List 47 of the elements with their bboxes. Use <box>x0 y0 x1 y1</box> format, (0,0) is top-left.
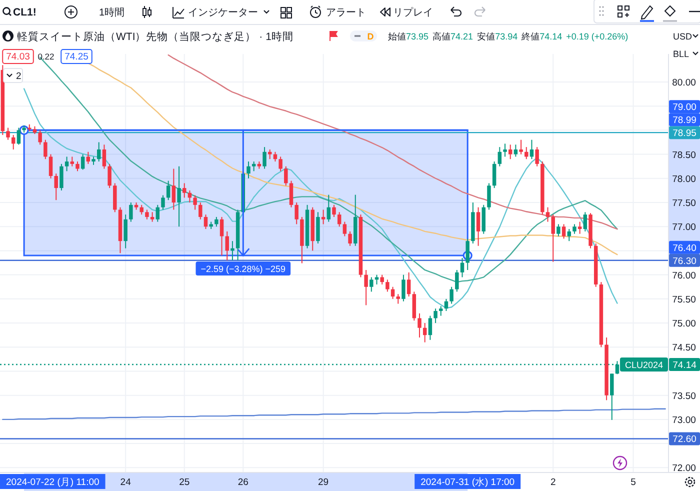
x-tick-label: 29 <box>318 477 329 488</box>
text: 78.99 <box>672 115 696 126</box>
annotation: 2 <box>16 71 22 82</box>
annotation: CLU2024 <box>624 360 663 370</box>
y-tick-label: 73.00 <box>672 414 696 426</box>
y-tick-label: 75.50 <box>672 294 696 306</box>
text: 終値74.14 <box>520 32 562 42</box>
ref-line-label: 72.60 <box>672 434 696 446</box>
x-tick-label: 25 <box>179 477 190 488</box>
text: USD <box>673 32 692 42</box>
x-tick-label: 26 <box>238 477 248 488</box>
text: CL1! <box>13 6 36 18</box>
y-tick-label: 76.00 <box>672 270 696 282</box>
annotation: 74.03 <box>6 52 30 62</box>
text: 始値73.95 <box>388 32 429 42</box>
text: インジケーター <box>188 8 258 18</box>
text: 高値74.21 <box>432 32 474 42</box>
y-tick-label: 74.50 <box>672 342 696 354</box>
ref-line-label: 74.14 <box>672 360 696 371</box>
annotation: 74.25 <box>64 52 88 62</box>
ref-line-label: 78.95 <box>672 128 696 140</box>
y-tick-label: 80.00 <box>672 77 696 88</box>
text: BLL <box>673 49 690 59</box>
y-tick-label: 77.50 <box>672 198 696 209</box>
x-tick-label: 24 <box>120 477 131 488</box>
text: リプレイ <box>393 6 433 18</box>
text: アラート <box>326 8 366 18</box>
y-tick-label: 77.00 <box>672 222 696 234</box>
ref-line-label: 76.30 <box>672 256 696 267</box>
y-tick-label: 78.00 <box>672 174 696 185</box>
text: 79.00 <box>672 102 696 114</box>
text: D <box>367 32 374 42</box>
y-tick-label: 75.00 <box>672 318 696 330</box>
chart-title: 軽質スイート原油（WTI）先物（当限つなぎ足） · 1時間 <box>17 30 294 43</box>
y-tick-label: 73.50 <box>672 390 696 402</box>
text: 76.40 <box>672 242 696 254</box>
x-tick-label: 2 <box>550 477 556 488</box>
annotation: −2.59 (−3.28%) −259 <box>200 264 286 274</box>
y-tick-label: 78.50 <box>672 150 696 161</box>
annotation: 0.22 <box>38 52 55 62</box>
text: 1時間 <box>99 6 125 18</box>
text: 安値73.94 <box>477 32 518 42</box>
x-tick-label: 5 <box>630 477 636 488</box>
text: 2024-07-31 (水) 17:00 <box>420 476 515 488</box>
text: 2024-07-22 (月) 11:00 <box>6 477 100 488</box>
y-tick-label: 72.00 <box>672 463 696 474</box>
text: +0.19 (+0.26%) <box>566 32 628 42</box>
